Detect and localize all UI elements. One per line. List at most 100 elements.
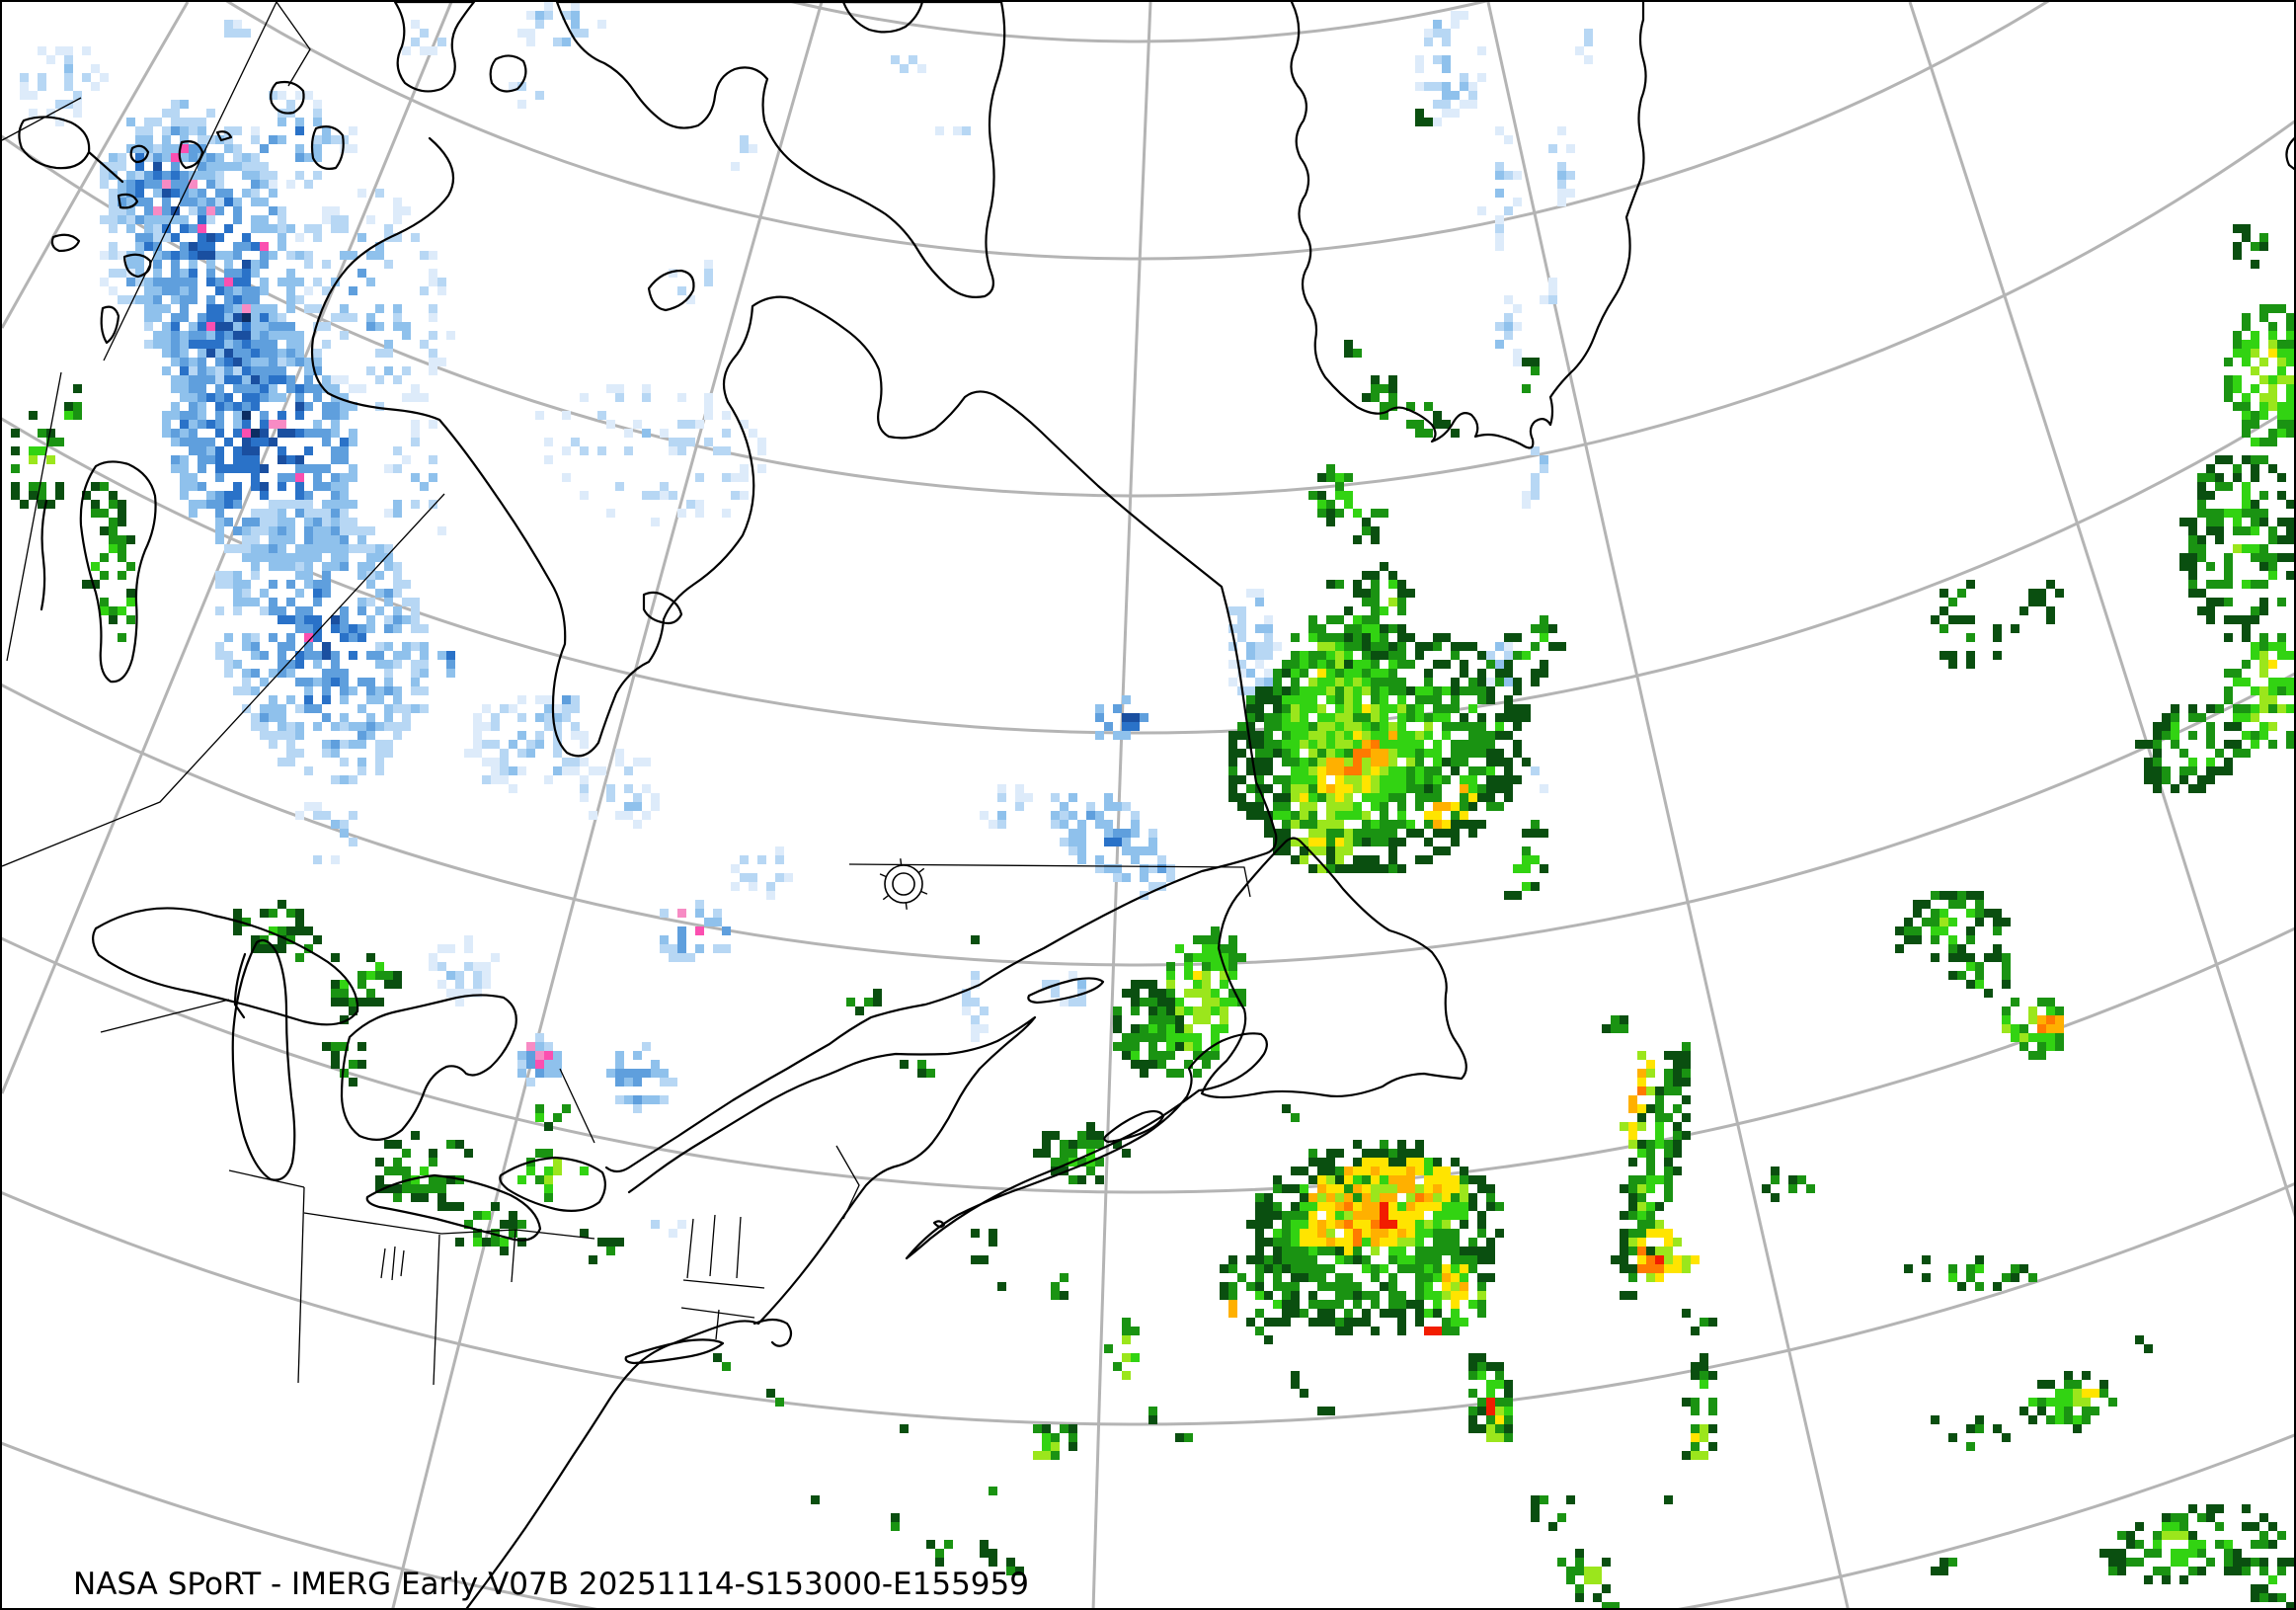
precip-pixel [1504,651,1513,660]
precip-pixel [295,491,304,500]
precip-pixel [1175,1024,1184,1033]
precip-pixel [1148,989,1157,998]
precip-pixel [1371,864,1380,873]
precip-pixel [304,802,313,811]
precip-pixel [2002,971,2011,980]
precip-pixel [393,580,402,589]
precip-pixel [162,215,171,224]
precip-pixel [260,491,269,500]
precip-pixel [322,286,331,295]
precip-pixel [1353,775,1362,784]
precip-pixel [331,313,340,322]
precip-pixel [1255,749,1264,758]
precip-pixel [349,1078,357,1087]
precip-pixel [1362,615,1371,624]
precip-pixel [384,598,393,606]
precip-pixel [455,971,464,980]
precip-pixel [340,473,349,482]
precip-pixel [1904,1264,1913,1273]
precip-pixel [1166,1015,1175,1024]
precip-pixel [1584,29,1593,38]
precip-pixel [1904,926,1913,935]
precip-pixel [322,206,331,215]
precip-pixel [1477,713,1486,722]
precip-pixel [482,1238,491,1247]
precip-pixel [64,73,73,82]
precip-pixel [1291,811,1300,820]
precip-pixel [1922,918,1931,926]
precip-pixel [1397,598,1406,606]
precip-pixel [260,438,269,446]
precip-pixel [269,535,277,544]
precip-pixel [1317,758,1326,766]
precip-pixel [1344,829,1353,838]
precip-pixel [349,838,357,846]
precip-pixel [1131,846,1140,855]
precip-pixel [411,438,420,446]
precip-pixel [1326,740,1335,749]
precip-pixel [1388,678,1397,686]
precip-pixel [393,215,402,224]
precip-pixel [1975,962,1984,971]
precip-pixel [544,1167,553,1175]
precip-pixel [304,260,313,269]
precip-pixel [1344,749,1353,758]
precip-pixel [295,571,304,580]
precip-pixel [713,918,722,926]
precip-pixel [144,198,153,206]
precip-pixel [331,749,340,758]
precip-pixel [286,633,295,642]
precip-pixel [1228,749,1237,758]
precip-pixel [420,29,429,38]
precip-pixel [1451,829,1460,838]
precip-pixel [260,171,269,180]
precip-pixel [322,544,331,553]
precip-pixel [1611,1255,1620,1264]
precip-pixel [1504,784,1513,793]
precip-pixel [464,1220,473,1229]
precip-pixel [242,189,251,198]
precip-pixel [615,482,624,491]
precip-pixel [1424,855,1433,864]
precip-pixel [1931,926,1940,935]
precip-pixel [544,11,553,20]
precip-pixel [1317,838,1326,846]
precip-pixel [295,589,304,598]
precip-pixel [126,198,135,206]
precip-pixel [144,233,153,242]
precip-pixel [1655,1122,1664,1131]
precip-pixel [1344,802,1353,811]
precip-pixel [606,420,615,429]
precip-pixel [375,740,384,749]
precip-pixel [251,313,260,322]
precip-pixel [1060,1167,1069,1175]
precip-pixel [1273,829,1282,838]
precip-pixel [660,1095,669,1104]
precip-pixel [1264,713,1273,722]
precip-pixel [411,624,420,633]
precip-pixel [393,464,402,473]
precip-pixel [2233,509,2242,518]
precip-pixel [1282,713,1291,722]
precip-pixel [1317,660,1326,669]
precip-pixel [206,233,215,242]
precip-pixel [624,446,633,455]
precip-pixel [286,722,295,731]
precip-pixel [1646,1167,1655,1175]
precip-pixel [206,206,215,215]
precip-pixel [997,793,1006,802]
precip-pixel [1531,624,1540,633]
precip-pixel [1540,864,1548,873]
precip-pixel [349,500,357,509]
precip-pixel [198,438,206,446]
precip-pixel [491,758,500,766]
precip-pixel [1175,998,1184,1006]
precip-pixel [2268,340,2277,349]
precip-pixel [517,713,526,722]
precip-pixel [411,678,420,686]
precip-pixel [260,224,269,233]
precip-pixel [917,1060,926,1069]
precip-pixel [2224,633,2233,642]
precip-pixel [1451,802,1460,811]
precip-pixel [1362,686,1371,695]
